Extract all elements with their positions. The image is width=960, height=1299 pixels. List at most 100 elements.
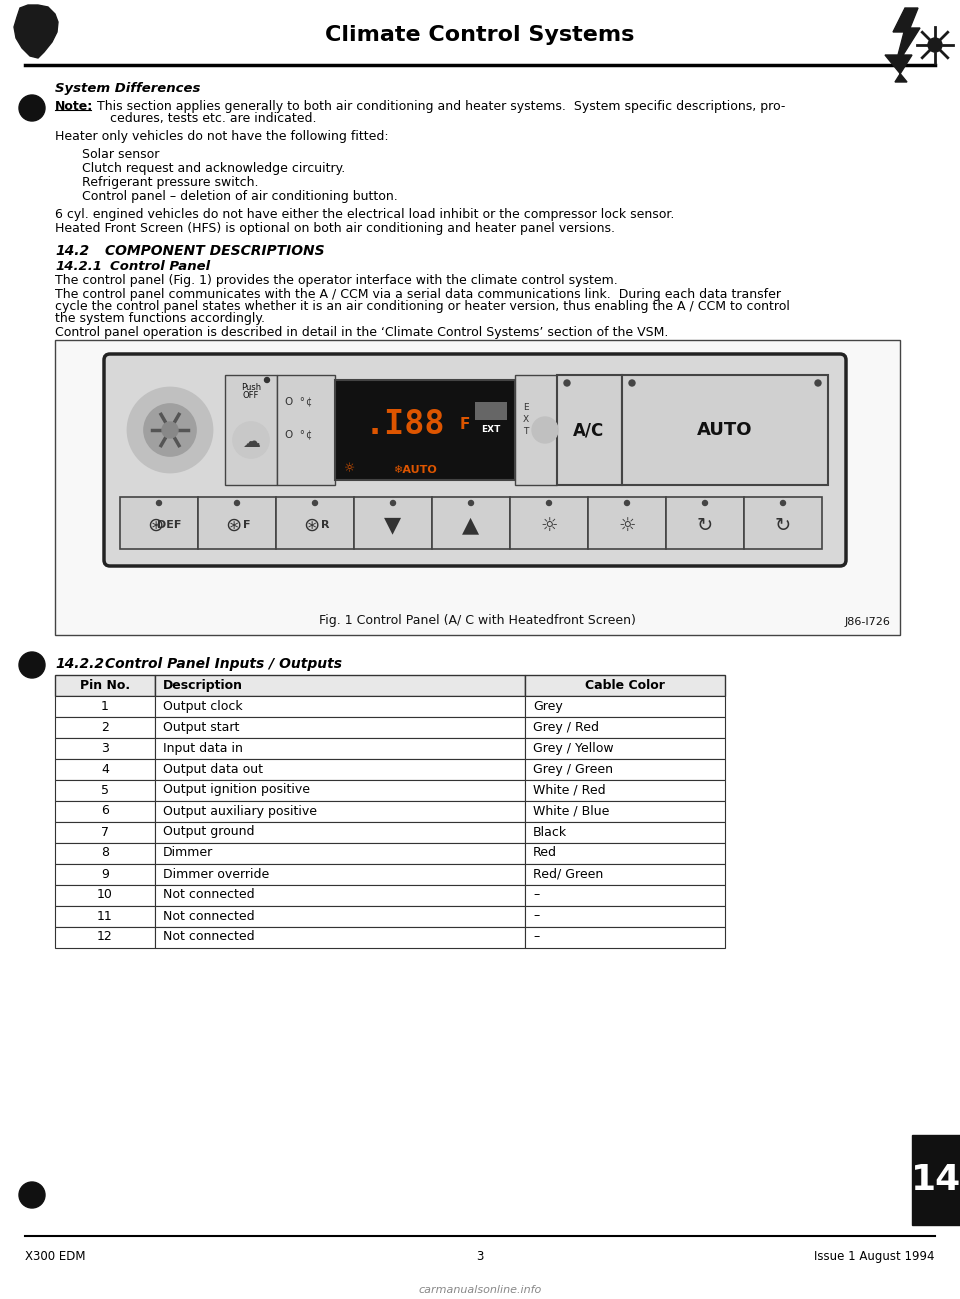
Circle shape [625, 500, 630, 505]
Text: ▼: ▼ [384, 514, 401, 535]
Bar [155, 885, 525, 905]
Bar [525, 822, 725, 843]
Circle shape [780, 500, 785, 505]
Text: Heater only vehicles do not have the following fitted:: Heater only vehicles do not have the fol… [55, 130, 389, 143]
Text: carmanualsonline.info: carmanualsonline.info [419, 1285, 541, 1295]
Bar [155, 759, 525, 779]
Text: 14.2.2: 14.2.2 [55, 657, 104, 672]
Circle shape [468, 500, 473, 505]
Bar [525, 779, 725, 801]
Text: Black: Black [533, 825, 567, 838]
Bar [55, 717, 155, 738]
Text: Not connected: Not connected [163, 889, 254, 902]
Text: ☼: ☼ [345, 462, 355, 475]
Bar [55, 822, 155, 843]
Text: O  °: O ° [285, 430, 305, 440]
Text: 12: 12 [97, 930, 113, 943]
Circle shape [546, 500, 551, 505]
Bar [120, 498, 198, 549]
Text: 4: 4 [101, 763, 108, 776]
Circle shape [19, 1182, 45, 1208]
Text: Grey / Green: Grey / Green [533, 763, 613, 776]
Bar [155, 675, 525, 696]
Text: EXT: EXT [481, 425, 501, 434]
Text: Climate Control Systems: Climate Control Systems [325, 25, 635, 45]
Text: System Differences: System Differences [55, 82, 201, 95]
Circle shape [265, 378, 270, 382]
Bar [155, 927, 525, 948]
Circle shape [63, 156, 73, 165]
Text: ☼: ☼ [618, 516, 636, 534]
Text: .I88: .I88 [365, 408, 445, 440]
Text: F: F [460, 417, 470, 431]
Polygon shape [14, 5, 58, 58]
Circle shape [703, 500, 708, 505]
Circle shape [19, 652, 45, 678]
Bar [55, 885, 155, 905]
Text: 9: 9 [101, 868, 108, 881]
Circle shape [234, 500, 239, 505]
Text: Dimmer override: Dimmer override [163, 868, 269, 881]
Circle shape [128, 388, 212, 472]
Text: R: R [321, 520, 329, 530]
Text: Output ignition positive: Output ignition positive [163, 783, 310, 796]
Text: COMPONENT DESCRIPTIONS: COMPONENT DESCRIPTIONS [105, 244, 324, 259]
Text: 6 cyl. engined vehicles do not have either the electrical load inhibit or the co: 6 cyl. engined vehicles do not have eith… [55, 208, 674, 221]
Text: J86-I726: J86-I726 [844, 617, 890, 627]
Text: ↻: ↻ [697, 516, 713, 534]
Bar [744, 498, 822, 549]
Circle shape [144, 404, 196, 456]
Text: Control panel – deletion of air conditioning button.: Control panel – deletion of air conditio… [82, 190, 397, 203]
Text: ❄AUTO: ❄AUTO [394, 465, 437, 475]
Bar [55, 759, 155, 779]
Bar [55, 864, 155, 885]
Bar [155, 779, 525, 801]
Text: 14.2.1: 14.2.1 [55, 260, 102, 273]
Bar [525, 738, 725, 759]
Text: 10: 10 [97, 889, 113, 902]
Bar [155, 696, 525, 717]
Circle shape [629, 381, 635, 386]
Circle shape [564, 381, 570, 386]
Text: Input data in: Input data in [163, 742, 243, 755]
Text: Output start: Output start [163, 721, 239, 734]
Bar [155, 905, 525, 927]
Text: 11: 11 [97, 909, 113, 922]
Bar [525, 717, 725, 738]
Text: ¢: ¢ [305, 430, 311, 440]
Bar [155, 864, 525, 885]
Bar [912, 1135, 960, 1225]
Text: ⊛: ⊛ [302, 516, 319, 534]
Text: Red: Red [533, 847, 557, 860]
Circle shape [162, 422, 178, 438]
Text: 14: 14 [911, 1163, 960, 1196]
Text: Output clock: Output clock [163, 699, 243, 712]
Bar [55, 738, 155, 759]
Text: Heated Front Screen (HFS) is optional on both air conditioning and heater panel : Heated Front Screen (HFS) is optional on… [55, 222, 615, 235]
Bar [55, 927, 155, 948]
Text: Push: Push [241, 383, 261, 392]
Circle shape [815, 381, 821, 386]
Text: DEF: DEF [156, 520, 181, 530]
Circle shape [156, 500, 161, 505]
Text: 14.2: 14.2 [55, 244, 89, 259]
Bar [277, 375, 335, 485]
Circle shape [63, 142, 73, 151]
Text: X300 EDM: X300 EDM [25, 1250, 85, 1263]
Text: 3: 3 [101, 742, 108, 755]
Text: the system functions accordingly.: the system functions accordingly. [55, 312, 265, 325]
Text: Output ground: Output ground [163, 825, 254, 838]
Text: Note:: Note: [55, 100, 93, 113]
Text: Output auxiliary positive: Output auxiliary positive [163, 804, 317, 817]
Text: 6: 6 [101, 804, 108, 817]
Bar [515, 375, 557, 485]
Bar [354, 498, 432, 549]
Bar [525, 905, 725, 927]
Bar [276, 498, 354, 549]
Bar [666, 498, 744, 549]
Bar [55, 801, 155, 822]
Text: Description: Description [163, 678, 243, 691]
Text: ⊛: ⊛ [225, 516, 241, 534]
Text: F: F [243, 520, 251, 530]
Bar [525, 864, 725, 885]
